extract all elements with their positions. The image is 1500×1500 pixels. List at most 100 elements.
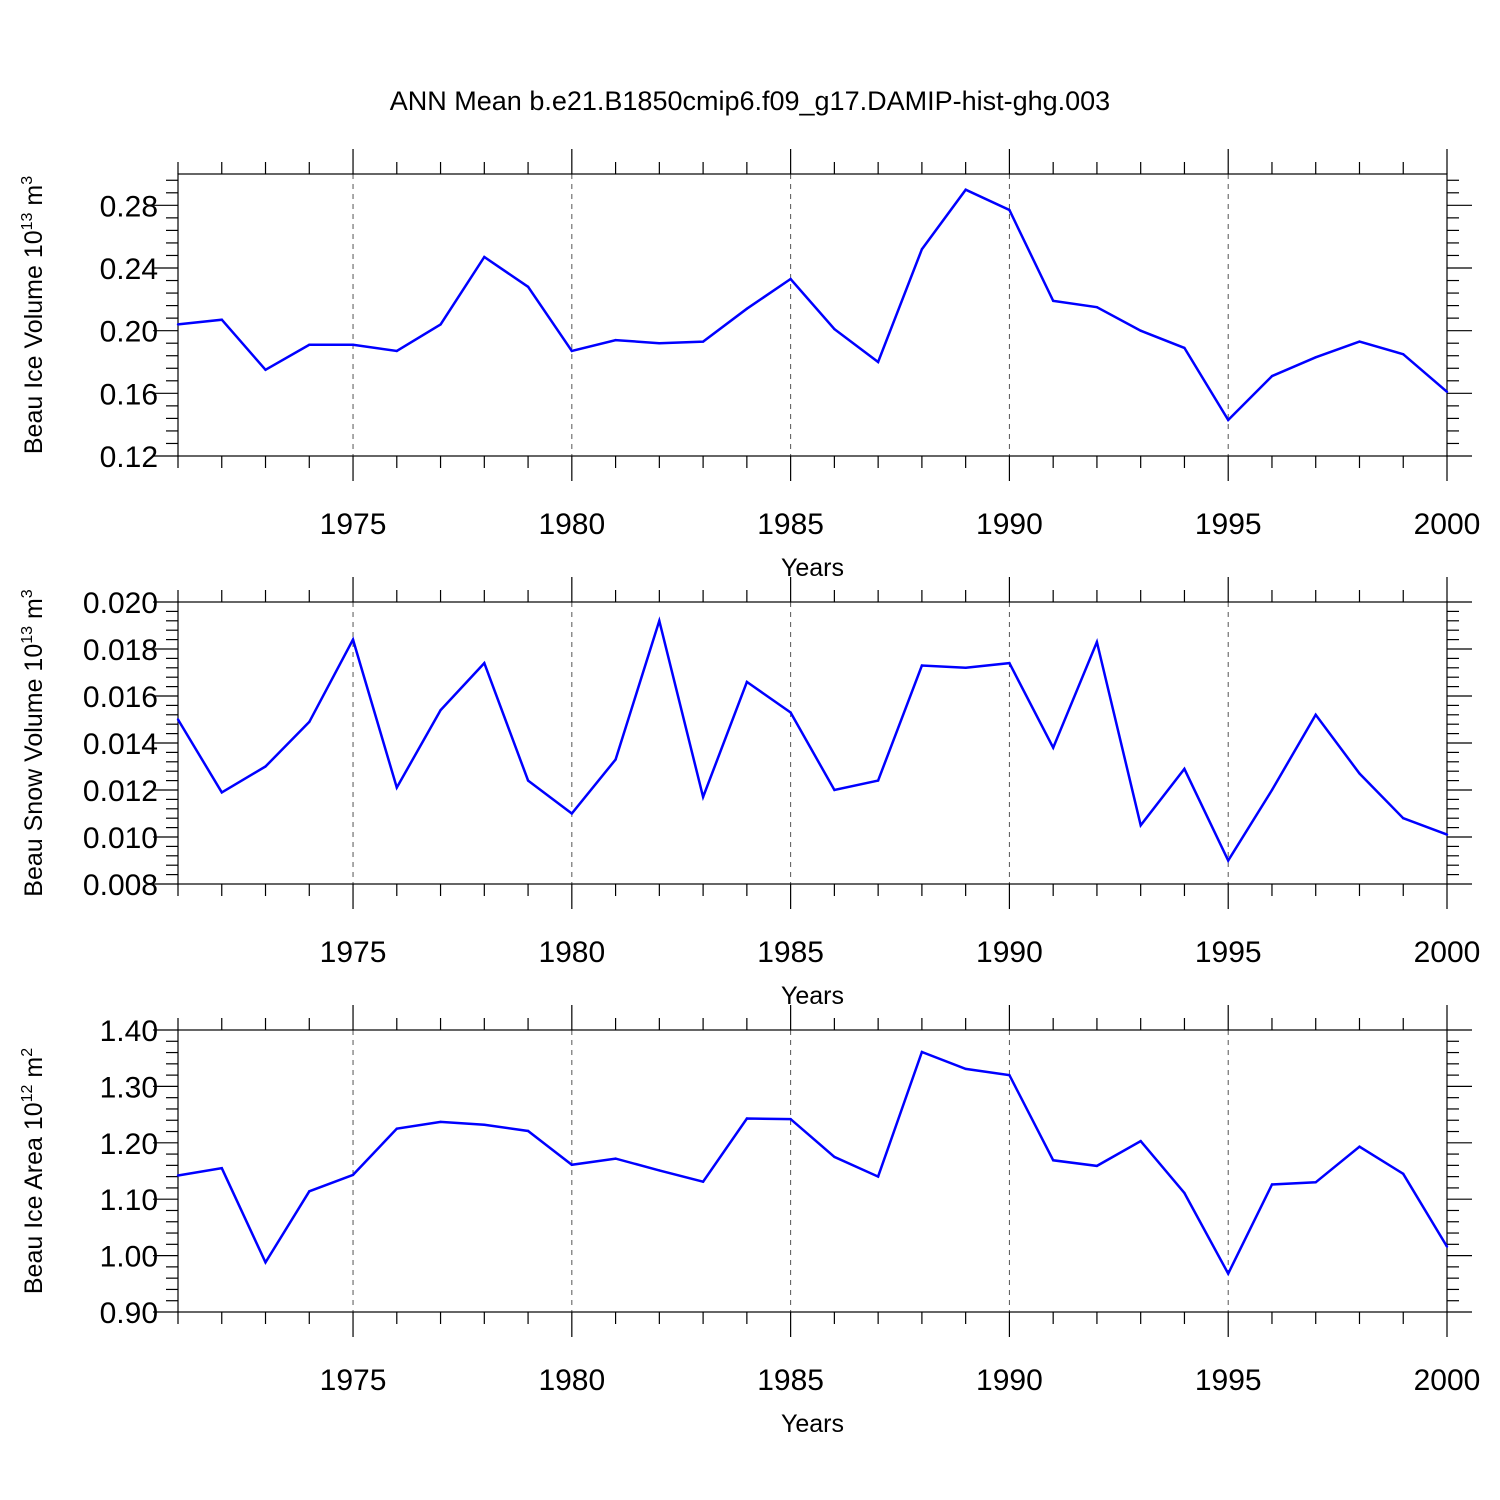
data-point xyxy=(176,1174,180,1177)
data-point xyxy=(483,661,486,665)
data-point xyxy=(1358,772,1361,775)
data-point xyxy=(1095,1164,1099,1168)
data-point xyxy=(789,277,792,281)
data-point xyxy=(1008,208,1011,212)
series-line xyxy=(177,1050,1449,1277)
data-point xyxy=(833,327,836,331)
data-point xyxy=(308,1190,311,1193)
y-tick-label: 1.40 xyxy=(100,1015,158,1048)
data-point xyxy=(1358,1145,1361,1148)
data-point xyxy=(789,711,792,714)
data-point xyxy=(1314,356,1317,359)
x-axis-title: Years xyxy=(781,554,844,582)
data-point xyxy=(176,323,180,326)
data-point xyxy=(1445,833,1449,836)
x-tick-label: 1985 xyxy=(757,1364,824,1397)
data-point xyxy=(220,1167,223,1170)
plot-frame xyxy=(177,173,1448,457)
x-tick-label: 1990 xyxy=(976,936,1043,969)
data-point xyxy=(1314,713,1317,716)
data-point xyxy=(264,765,267,768)
data-point xyxy=(351,638,355,641)
data-point xyxy=(1008,661,1011,665)
data-point xyxy=(1052,299,1055,303)
x-tick-label: 1980 xyxy=(538,508,605,541)
data-point xyxy=(1052,1159,1055,1162)
data-point xyxy=(483,255,486,259)
y-tick-label: 0.16 xyxy=(100,378,158,411)
data-point xyxy=(1008,1073,1011,1077)
data-point xyxy=(1314,1181,1317,1184)
y-tick-label: 0.014 xyxy=(83,728,158,761)
data-point xyxy=(614,1157,617,1160)
data-point xyxy=(1227,418,1230,422)
x-tick-label: 1995 xyxy=(1195,1364,1262,1397)
data-point xyxy=(1227,859,1230,862)
panel-snow-volume: 0.008 0.010 0.012 0.014 0.016 0.018 0.020 1975 1… xyxy=(19,577,1480,1010)
data-point xyxy=(1402,817,1405,820)
y-axis-title: Beau Ice Volume 1013 m3 xyxy=(19,176,48,454)
data-point xyxy=(439,708,442,712)
data-point xyxy=(964,666,967,669)
data-point xyxy=(1183,1191,1186,1195)
data-point xyxy=(701,340,705,343)
plot-frame xyxy=(177,601,1448,885)
y-tick-label: 0.012 xyxy=(83,775,158,808)
y-tick-label: 1.10 xyxy=(100,1184,158,1217)
data-point xyxy=(658,342,661,345)
data-point xyxy=(439,1120,442,1124)
data-point xyxy=(920,1050,924,1054)
data-point xyxy=(1095,640,1099,644)
data-point xyxy=(833,1155,836,1159)
data-point xyxy=(745,1117,749,1120)
x-tick-label: 1975 xyxy=(320,508,387,541)
y-tick-label: 0.016 xyxy=(83,681,158,714)
data-point xyxy=(876,360,880,364)
x-tick-label: 1985 xyxy=(757,508,824,541)
data-point xyxy=(1402,1172,1405,1176)
data-point xyxy=(264,1261,267,1264)
data-point xyxy=(745,680,749,684)
data-point xyxy=(1358,340,1361,343)
y-axis-title: Beau Ice Area 1012 m2 xyxy=(19,1048,48,1294)
data-point xyxy=(1183,767,1186,771)
series-line xyxy=(176,616,1448,864)
data-point xyxy=(1270,374,1274,378)
x-axis-title: Years xyxy=(781,982,844,1010)
data-point xyxy=(439,323,442,326)
panel-ice-volume: 0.12 0.16 0.20 0.24 0.28 1975 1980 1985 1990 1995… xyxy=(19,149,1480,582)
x-tick-label: 1995 xyxy=(1195,508,1262,541)
y-tick-label: 0.008 xyxy=(83,869,158,902)
plot-frame xyxy=(177,1029,1448,1313)
data-point xyxy=(1270,1183,1274,1186)
y-tick-label: 0.24 xyxy=(100,253,158,286)
x-tick-label: 1985 xyxy=(757,936,824,969)
y-axis-title: Beau Snow Volume 1013 m3 xyxy=(19,589,48,897)
data-point xyxy=(614,338,617,342)
x-tick-label: 2000 xyxy=(1414,508,1481,541)
chart-title: ANN Mean b.e21.B1850cmip6.f09_g17.DAMIP-… xyxy=(389,86,1111,116)
data-point xyxy=(395,1127,398,1130)
data-point xyxy=(176,718,180,721)
data-point xyxy=(570,812,573,815)
data-point xyxy=(1402,353,1405,356)
y-tick-label: 1.30 xyxy=(100,1071,158,1104)
data-point xyxy=(526,1129,530,1133)
data-point xyxy=(264,368,267,371)
y-tick-label: 0.90 xyxy=(100,1297,158,1330)
x-tick-label: 2000 xyxy=(1414,1364,1481,1397)
panel-ice-area: 0.90 1.00 1.10 1.20 1.30 1.40 1975 1980 1985 1990… xyxy=(19,1005,1480,1438)
y-tick-label: 1.00 xyxy=(100,1241,158,1274)
data-point xyxy=(876,1175,880,1178)
x-tick-label: 1975 xyxy=(320,1364,387,1397)
y-tick-label: 1.20 xyxy=(100,1128,158,1161)
data-point xyxy=(1445,1245,1449,1248)
data-point xyxy=(1139,1139,1142,1143)
data-point xyxy=(658,619,661,622)
data-point xyxy=(920,664,924,667)
data-point xyxy=(526,285,530,288)
data-point xyxy=(220,318,223,321)
data-point xyxy=(658,1169,661,1172)
y-tick-label: 0.010 xyxy=(83,822,158,855)
